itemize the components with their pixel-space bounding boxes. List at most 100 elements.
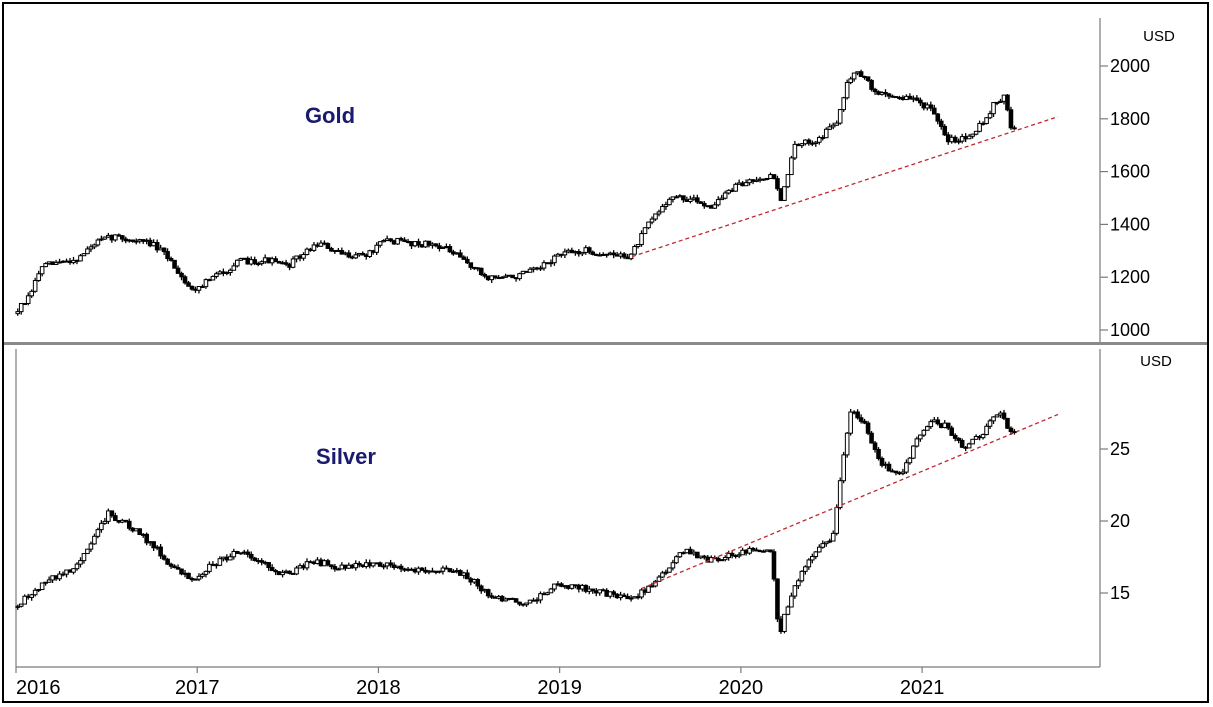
candle-body <box>987 420 993 427</box>
candle-body <box>837 480 843 509</box>
candle-body <box>360 252 366 256</box>
silver-candles <box>15 408 1017 634</box>
candle-body <box>580 251 585 255</box>
candle-body <box>998 100 1003 103</box>
candle-body <box>74 563 80 570</box>
candle-body <box>43 263 48 268</box>
candle-body <box>102 520 108 524</box>
candle-body <box>611 591 616 595</box>
candle-body <box>952 434 958 439</box>
candle-body <box>994 414 1000 418</box>
candle-body <box>918 99 923 104</box>
candle-body <box>294 567 299 575</box>
candle-body <box>548 588 554 594</box>
y-tick-label: 25 <box>1110 439 1130 459</box>
candle-body <box>893 470 899 474</box>
candle-body <box>681 195 686 201</box>
candle-body <box>695 551 700 559</box>
candle-body <box>966 443 972 449</box>
candle-body <box>1008 109 1014 129</box>
candle-body <box>353 562 359 569</box>
candle-body <box>29 594 34 598</box>
candle-body <box>53 262 59 265</box>
candle-body <box>252 557 258 561</box>
candle-body <box>938 120 944 127</box>
candle-body <box>175 567 181 570</box>
candle-body <box>161 247 167 253</box>
candle-body <box>186 282 191 287</box>
candle-body <box>956 437 961 441</box>
candle-body <box>18 303 24 313</box>
y-tick-label: 1400 <box>1110 214 1150 234</box>
candle-body <box>489 595 494 598</box>
candle-body <box>837 109 843 124</box>
candle-body <box>517 601 522 605</box>
candle-body <box>377 562 383 567</box>
candle-body <box>1005 94 1010 111</box>
candle-body <box>719 197 725 201</box>
candle-body <box>858 417 864 422</box>
candle-body <box>816 546 822 553</box>
support-trendline <box>640 413 1059 590</box>
candle-body <box>165 558 170 565</box>
candle-body <box>977 122 982 132</box>
candle-body <box>92 244 97 248</box>
candle-body <box>785 174 791 188</box>
candle-body <box>907 457 913 464</box>
candle-body <box>663 571 669 574</box>
candle-body <box>701 555 707 558</box>
candle-body <box>374 244 379 253</box>
candle-body <box>886 463 892 472</box>
candle-body <box>36 273 41 282</box>
candle-body <box>834 507 840 534</box>
candle-body <box>855 411 860 419</box>
candle-body <box>712 204 718 209</box>
candle-body <box>611 252 616 256</box>
gold-unit-label: USD <box>1143 28 1175 45</box>
candle-body <box>245 551 251 555</box>
candle-body <box>398 237 404 241</box>
candle-body <box>970 438 975 445</box>
candle-body <box>39 266 45 275</box>
candle-body <box>569 584 575 589</box>
candle-body <box>959 439 965 448</box>
candle-body <box>813 141 819 144</box>
candle-body <box>524 602 529 606</box>
candle-body <box>95 239 101 246</box>
candle-body <box>820 543 826 548</box>
candle-body <box>18 603 24 607</box>
candle-body <box>782 613 787 633</box>
candle-body <box>510 274 515 279</box>
candle-body <box>475 579 481 587</box>
candle-body <box>869 79 874 90</box>
candle-body <box>590 588 596 592</box>
candle-body <box>736 554 742 557</box>
candle-body <box>437 570 442 573</box>
candle-body <box>196 286 202 291</box>
candle-body <box>649 585 655 588</box>
candle-body <box>228 269 233 274</box>
candle-body <box>987 113 993 119</box>
candle-body <box>789 157 794 176</box>
candle-body <box>667 198 672 206</box>
candle-body <box>287 570 292 574</box>
candle-body <box>29 290 34 297</box>
candle-body <box>207 563 212 572</box>
y-tick-label: 20 <box>1110 511 1130 531</box>
candle-body <box>329 564 334 568</box>
candle-body <box>304 561 310 569</box>
candle-body <box>517 273 522 280</box>
candle-body <box>548 262 554 265</box>
y-tick-label: 1000 <box>1110 320 1150 340</box>
candle-body <box>325 243 331 249</box>
candle-body <box>973 130 979 135</box>
candle-body <box>465 572 470 580</box>
candle-body <box>872 88 878 93</box>
candle-body <box>283 262 289 265</box>
gold-title: Gold <box>305 103 355 128</box>
candle-body <box>1001 412 1007 419</box>
candle-body <box>771 551 777 580</box>
candle-body <box>492 275 498 279</box>
candle-body <box>78 255 83 262</box>
